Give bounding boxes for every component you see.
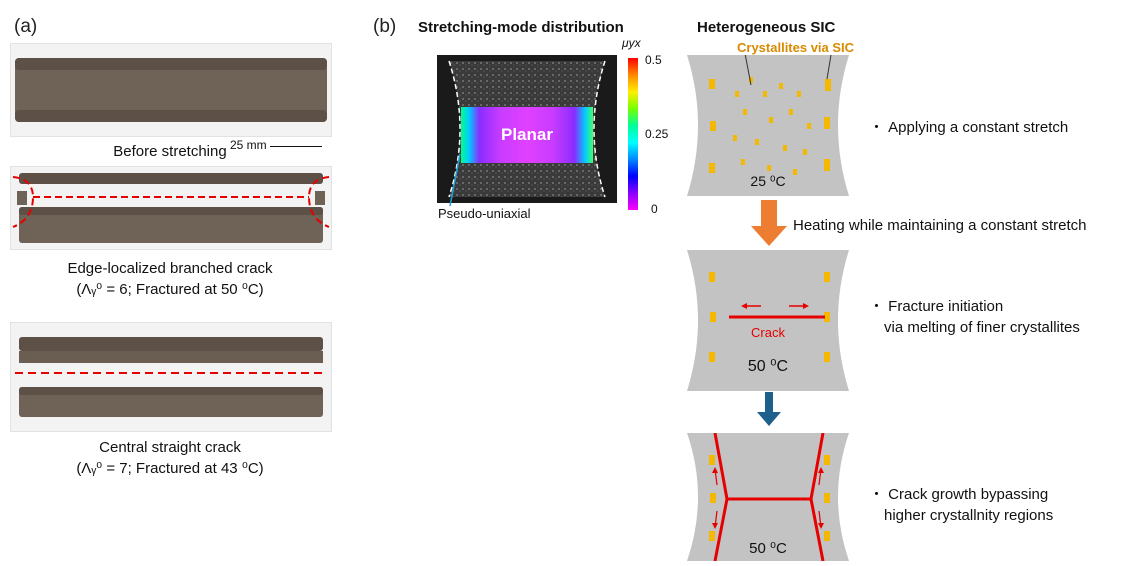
schematic-initiation-svg: [687, 250, 849, 391]
schematic-50c-growth: 50 ⁰C: [685, 432, 851, 562]
note-fracture-initiation-1: ・ Fracture initiation: [869, 298, 1004, 315]
blue-down-arrow: [757, 392, 781, 426]
colorbar-tick-mid: 0.25: [645, 127, 669, 141]
schematic-growth-svg: [687, 432, 849, 562]
colorbar-tick-max: 0.5: [645, 53, 662, 67]
crack-outline: [12, 176, 330, 228]
sample-unstretched: [15, 58, 327, 122]
scale-bar: 25 mm: [230, 138, 330, 154]
colorbar-symbol: μyx: [622, 36, 641, 50]
colorbar: [628, 58, 638, 210]
planar-label: Planar: [501, 125, 553, 144]
note-constant-stretch: ・ Applying a constant stretch: [869, 119, 1069, 136]
scale-bar-line: [270, 146, 322, 147]
strain-map-svg: [448, 60, 606, 198]
branched-crack: [713, 432, 825, 562]
caption-central-crack: Central straight crack: [99, 439, 241, 456]
orange-down-arrow: [751, 200, 787, 246]
caption-before-stretching: Before stretching: [113, 143, 227, 160]
caption-central-crack-params: (Λᵧ⁰ = 7; Fractured at 43 ⁰C): [76, 460, 264, 477]
temp-50c-initiation: 50 ⁰C: [747, 358, 789, 375]
schematic-25c-svg: [687, 42, 849, 196]
photo-before-stretching: [10, 43, 332, 137]
schematic-25c: 25 ⁰C: [685, 42, 851, 196]
crystallites: [709, 77, 831, 175]
crystallites-label: Crystallites via SIC: [737, 40, 855, 55]
left-dashed-edge: [448, 60, 461, 198]
heating-label: Heating while maintaining a constant str…: [793, 217, 1087, 234]
note-crack-growth-2: higher crystallnity regions: [884, 507, 1054, 524]
scale-bar-label: 25 mm: [230, 138, 267, 152]
panel-b-label: (b): [373, 16, 397, 37]
note-fracture-initiation-2: via melting of finer crystallites: [884, 319, 1080, 336]
colorbar-tick-min: 0: [651, 202, 658, 216]
photo-edge-crack: [10, 166, 332, 250]
strain-map: Planar: [437, 55, 617, 203]
temp-50c-growth: 50 ⁰C: [749, 540, 787, 557]
photo-central-crack: [10, 322, 332, 432]
title-heterogeneous-sic: Heterogeneous SIC: [697, 19, 836, 36]
temp-25c: 25 ⁰C: [750, 173, 786, 189]
sample-central-crack: [15, 337, 327, 417]
pseudo-uniaxial-label: Pseudo-uniaxial: [438, 206, 531, 221]
caption-edge-crack-params: (Λᵧ⁰ = 6; Fractured at 50 ⁰C): [76, 281, 264, 298]
panel-a-label: (a): [14, 16, 38, 37]
pseudo-uniaxial-pointer: [449, 153, 461, 207]
title-stretching-mode: Stretching-mode distribution: [418, 19, 624, 36]
sample-edge-crack: [12, 173, 330, 243]
schematic-50c-initiation: Crack 50 ⁰C: [685, 250, 851, 391]
crack-label: Crack: [751, 325, 785, 340]
right-dashed-edge: [593, 60, 606, 198]
caption-edge-crack: Edge-localized branched crack: [67, 260, 273, 277]
note-crack-growth-1: ・ Crack growth bypassing: [869, 486, 1049, 503]
